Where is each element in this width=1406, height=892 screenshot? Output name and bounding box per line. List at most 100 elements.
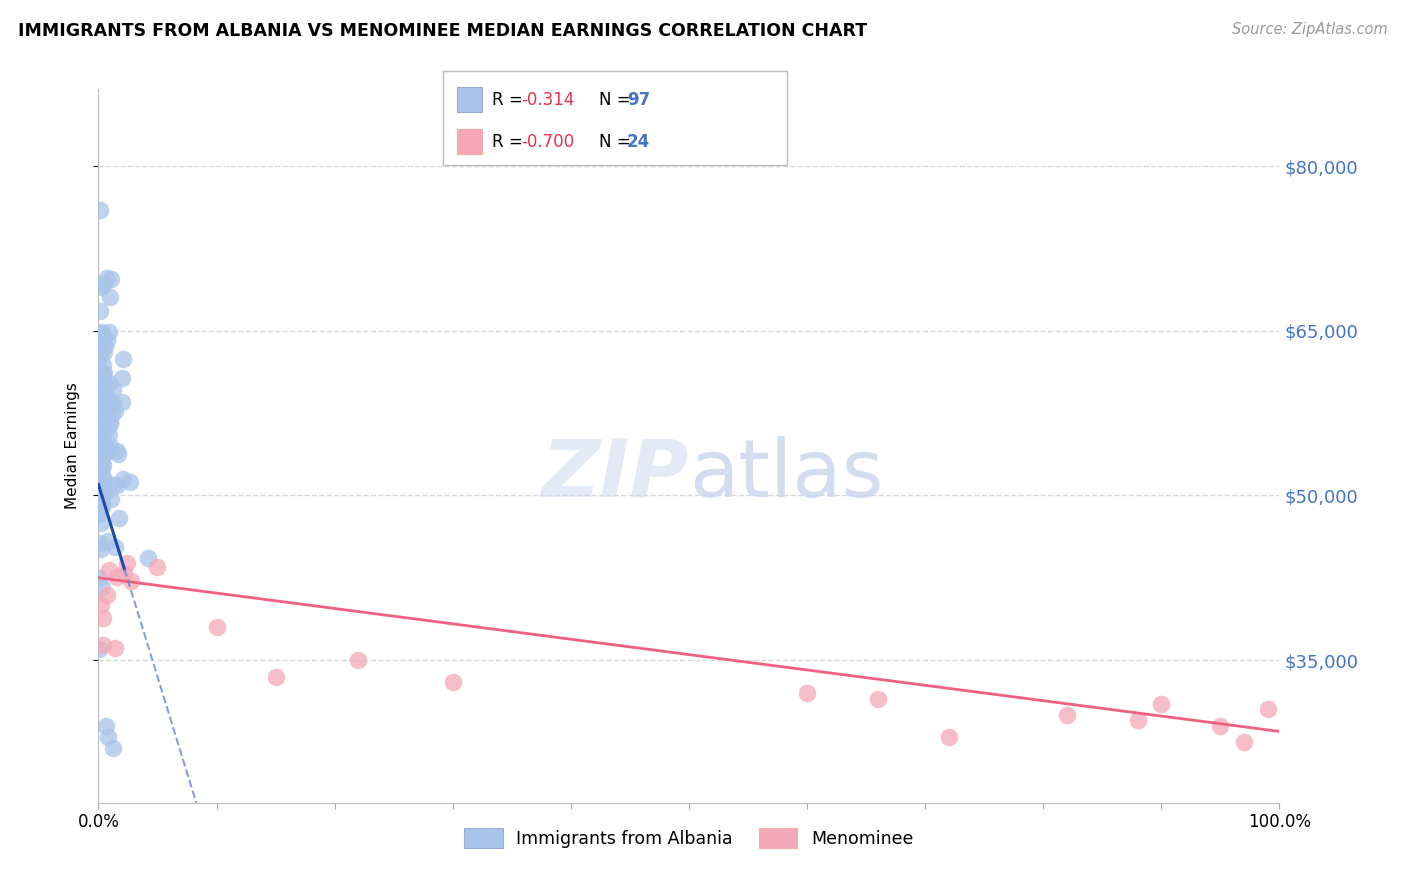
- Y-axis label: Median Earnings: Median Earnings: [65, 383, 80, 509]
- Point: [108, 511, 131, 525]
- Point: [90, 483, 112, 497]
- Text: Source: ZipAtlas.com: Source: ZipAtlas.com: [1232, 22, 1388, 37]
- Point: [87, 571, 110, 585]
- Point: [93, 376, 115, 390]
- Point: [91, 470, 114, 484]
- Point: [120, 574, 142, 588]
- Point: [87, 341, 110, 355]
- Point: [89, 451, 111, 466]
- Point: [87, 415, 110, 429]
- Point: [938, 730, 960, 744]
- Point: [90, 279, 112, 293]
- Point: [89, 427, 111, 442]
- Text: 97: 97: [627, 91, 651, 109]
- Point: [90, 480, 112, 494]
- Text: ZIP: ZIP: [541, 435, 689, 514]
- Point: [93, 447, 115, 461]
- Point: [90, 498, 112, 512]
- Point: [89, 202, 111, 217]
- Point: [97, 563, 120, 577]
- Point: [91, 358, 114, 372]
- Point: [96, 588, 118, 602]
- Point: [91, 456, 114, 470]
- Point: [96, 333, 118, 347]
- Point: [90, 500, 112, 514]
- Point: [111, 351, 134, 366]
- Point: [90, 425, 112, 440]
- Point: [105, 570, 128, 584]
- Point: [1257, 702, 1279, 716]
- Point: [93, 401, 115, 415]
- Point: [112, 472, 135, 486]
- Point: [91, 372, 114, 386]
- Point: [94, 389, 117, 403]
- Point: [94, 444, 117, 458]
- Point: [90, 497, 112, 511]
- Point: [111, 395, 134, 409]
- Point: [146, 559, 169, 574]
- Point: [866, 691, 889, 706]
- Point: [91, 277, 114, 291]
- Point: [90, 580, 112, 594]
- Text: N =: N =: [599, 91, 636, 109]
- Point: [97, 533, 120, 548]
- Point: [264, 669, 287, 683]
- Text: 24: 24: [627, 133, 651, 151]
- Point: [94, 423, 117, 437]
- Point: [90, 406, 112, 420]
- Point: [89, 304, 111, 318]
- Point: [91, 367, 114, 381]
- Point: [89, 387, 111, 401]
- Point: [87, 642, 110, 657]
- Point: [103, 404, 125, 418]
- Point: [87, 392, 110, 406]
- Point: [94, 485, 117, 500]
- Point: [98, 415, 121, 429]
- Point: [94, 338, 117, 352]
- Point: [90, 325, 112, 339]
- Point: [98, 376, 121, 390]
- Point: [97, 730, 120, 744]
- Point: [101, 408, 124, 422]
- Point: [1209, 719, 1232, 733]
- Point: [136, 550, 159, 565]
- Text: N =: N =: [599, 133, 636, 151]
- Text: -0.314: -0.314: [522, 91, 575, 109]
- Point: [89, 477, 111, 491]
- Point: [91, 395, 114, 409]
- Point: [93, 401, 115, 416]
- Point: [96, 271, 118, 285]
- Text: atlas: atlas: [689, 435, 883, 514]
- Point: [97, 396, 120, 410]
- Point: [105, 478, 128, 492]
- Point: [98, 417, 121, 432]
- Point: [91, 638, 114, 652]
- Point: [100, 491, 122, 506]
- Point: [101, 395, 124, 409]
- Point: [89, 344, 111, 359]
- Point: [107, 447, 129, 461]
- Point: [91, 611, 114, 625]
- Point: [93, 344, 115, 359]
- Point: [90, 461, 112, 475]
- Text: -0.700: -0.700: [522, 133, 575, 151]
- Point: [87, 507, 110, 521]
- Point: [89, 387, 111, 401]
- Point: [118, 475, 141, 489]
- Point: [101, 740, 124, 755]
- Point: [91, 327, 114, 342]
- Point: [90, 389, 112, 403]
- Point: [91, 458, 114, 472]
- Legend: Immigrants from Albania, Menominee: Immigrants from Albania, Menominee: [457, 821, 921, 855]
- Point: [96, 401, 118, 416]
- Point: [104, 641, 127, 656]
- Point: [796, 686, 818, 700]
- Point: [100, 272, 122, 286]
- Text: R =: R =: [492, 91, 529, 109]
- Point: [112, 566, 135, 580]
- Point: [97, 428, 120, 442]
- Point: [101, 478, 124, 492]
- Text: R =: R =: [492, 133, 529, 151]
- Point: [94, 440, 117, 454]
- Point: [87, 502, 110, 516]
